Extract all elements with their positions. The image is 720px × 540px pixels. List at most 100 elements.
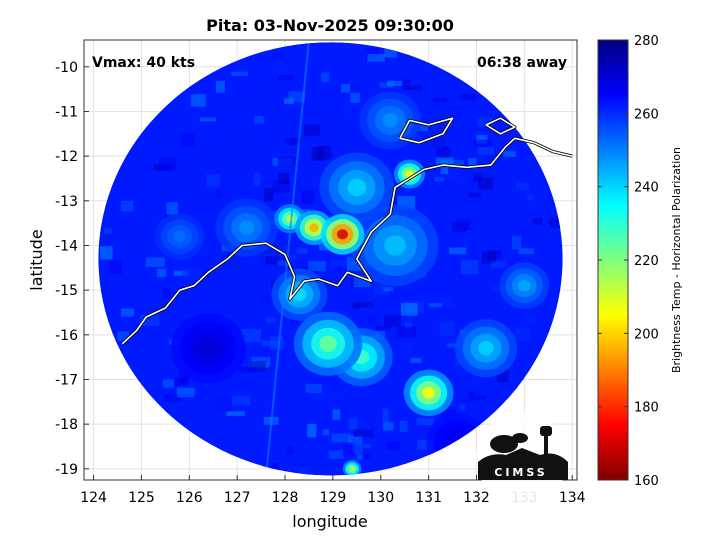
swath-texture-cell <box>526 194 534 201</box>
y-tick-label: -14 <box>55 238 78 254</box>
swath-texture-cell <box>231 395 251 406</box>
swath-texture-cell <box>109 260 122 275</box>
swath-texture-cell <box>357 454 364 460</box>
swath-texture-cell <box>329 396 341 401</box>
swath-texture-cell <box>353 302 374 308</box>
colorbar-tick-label: 180 <box>634 401 659 416</box>
brightness-feature <box>518 279 531 292</box>
y-tick-label: -18 <box>55 417 78 433</box>
swath-texture-cell <box>304 124 321 136</box>
swath-texture-cell <box>549 217 563 229</box>
swath-texture-cell <box>286 445 294 455</box>
swath-texture-cell <box>410 358 422 364</box>
swath-texture-cell <box>353 275 371 288</box>
swath-texture-cell <box>383 287 394 292</box>
swath-texture-cell <box>288 91 306 103</box>
swath-texture-cell <box>382 408 389 423</box>
x-tick-label: 127 <box>224 490 251 506</box>
cimss-logo: CIMSS <box>476 412 568 504</box>
colorbar-ticks: 160 180 200 220 240 260 280 <box>598 34 659 489</box>
swath-texture-cell <box>117 331 130 342</box>
swath-texture-cell <box>121 308 135 317</box>
swath-texture-cell <box>104 227 112 234</box>
brightness-feature <box>199 339 218 357</box>
y-tick-label: -17 <box>55 372 78 388</box>
swath-texture-cell <box>263 188 274 202</box>
swath-texture-cell <box>349 418 358 430</box>
x-tick-label: 131 <box>415 490 442 506</box>
swath-texture-cell <box>434 134 444 149</box>
swath-texture-cell <box>296 247 308 254</box>
y-tick-label: -13 <box>55 194 78 210</box>
swath-disc <box>98 42 563 476</box>
swath-texture-cell <box>140 314 160 327</box>
swath-texture-cell <box>459 93 477 101</box>
swath-texture-cell <box>163 287 171 299</box>
swath-texture-cell <box>473 172 483 183</box>
brightness-feature <box>309 223 319 232</box>
swath-texture-cell <box>290 260 307 272</box>
swath-texture-cell <box>176 388 196 395</box>
swath-texture-cell <box>265 256 280 265</box>
swath-texture-cell <box>440 160 449 175</box>
swath-texture-cell <box>525 313 535 323</box>
swath-texture-cell <box>271 462 279 470</box>
swath-texture-cell <box>449 247 467 255</box>
swath-texture-cell <box>476 134 488 144</box>
colorbar-label: Brightness Temp - Horizontal Polarizatio… <box>670 147 683 373</box>
swath-texture-cell <box>449 159 464 168</box>
coastline <box>399 117 454 144</box>
swath-texture-cell <box>379 82 394 88</box>
swath-texture-cell <box>516 328 530 342</box>
swath-texture-cell <box>321 72 330 83</box>
swath-texture-cell <box>496 370 509 383</box>
swath-texture-cell <box>468 391 476 401</box>
swath-texture-cell <box>434 176 444 182</box>
swath-texture-cell <box>469 192 482 198</box>
colorbar-tick-label: 280 <box>634 34 659 49</box>
swath-texture-cell <box>199 117 216 122</box>
plot-frame <box>83 39 578 481</box>
swath-texture-cell <box>447 105 466 111</box>
x-tick-label: 130 <box>367 490 394 506</box>
swath-texture-cell <box>100 246 113 260</box>
swath-texture-cell <box>334 264 342 273</box>
swath-texture-cell <box>163 379 174 388</box>
swath-texture-cell <box>331 433 352 443</box>
swath-texture-cell <box>468 158 477 167</box>
colorbar-tick-label: 220 <box>634 254 659 269</box>
svg-text:CIMSS: CIMSS <box>494 466 547 479</box>
swath-texture-cell <box>417 440 434 450</box>
swath-texture-cell <box>384 49 397 58</box>
swath-texture-cell <box>435 145 450 160</box>
coastline <box>121 137 573 345</box>
swath-texture-cell <box>278 74 294 81</box>
swath-texture-cell <box>401 342 412 356</box>
colorbar <box>597 39 629 481</box>
swath-texture-cell <box>429 303 443 308</box>
swath-texture-cell <box>350 93 360 103</box>
swath-texture-cell <box>386 441 400 451</box>
x-tick-label: 126 <box>176 490 203 506</box>
swath-texture-cell <box>265 316 276 324</box>
swath-texture-cell <box>473 139 492 148</box>
swath-texture-cell <box>352 444 371 455</box>
swath-texture-cell <box>174 377 188 386</box>
colorbar-tick-label: 200 <box>634 327 659 342</box>
swath-texture-cell <box>166 202 179 215</box>
swath-texture-cell <box>456 219 471 231</box>
swath-texture-cell <box>503 151 516 157</box>
colorbar-tick-label: 160 <box>634 474 659 489</box>
y-axis-ticks: -10 -11 -12 -13 -14 -15 -16 -17 -18 -19 <box>55 60 89 478</box>
time-away-annotation: 06:38 away <box>477 55 567 71</box>
brightness-feature <box>347 178 367 197</box>
swath-texture-cell <box>399 420 408 432</box>
swath-texture-cell <box>366 48 379 60</box>
swath-texture-cell <box>375 325 392 330</box>
swath-texture-cell <box>322 429 330 436</box>
swath-texture-cell <box>382 422 394 431</box>
swath-texture-cell <box>332 409 341 420</box>
x-tick-label: 125 <box>128 490 155 506</box>
swath-texture-cell <box>328 450 344 459</box>
swath-texture-cell <box>301 190 315 204</box>
